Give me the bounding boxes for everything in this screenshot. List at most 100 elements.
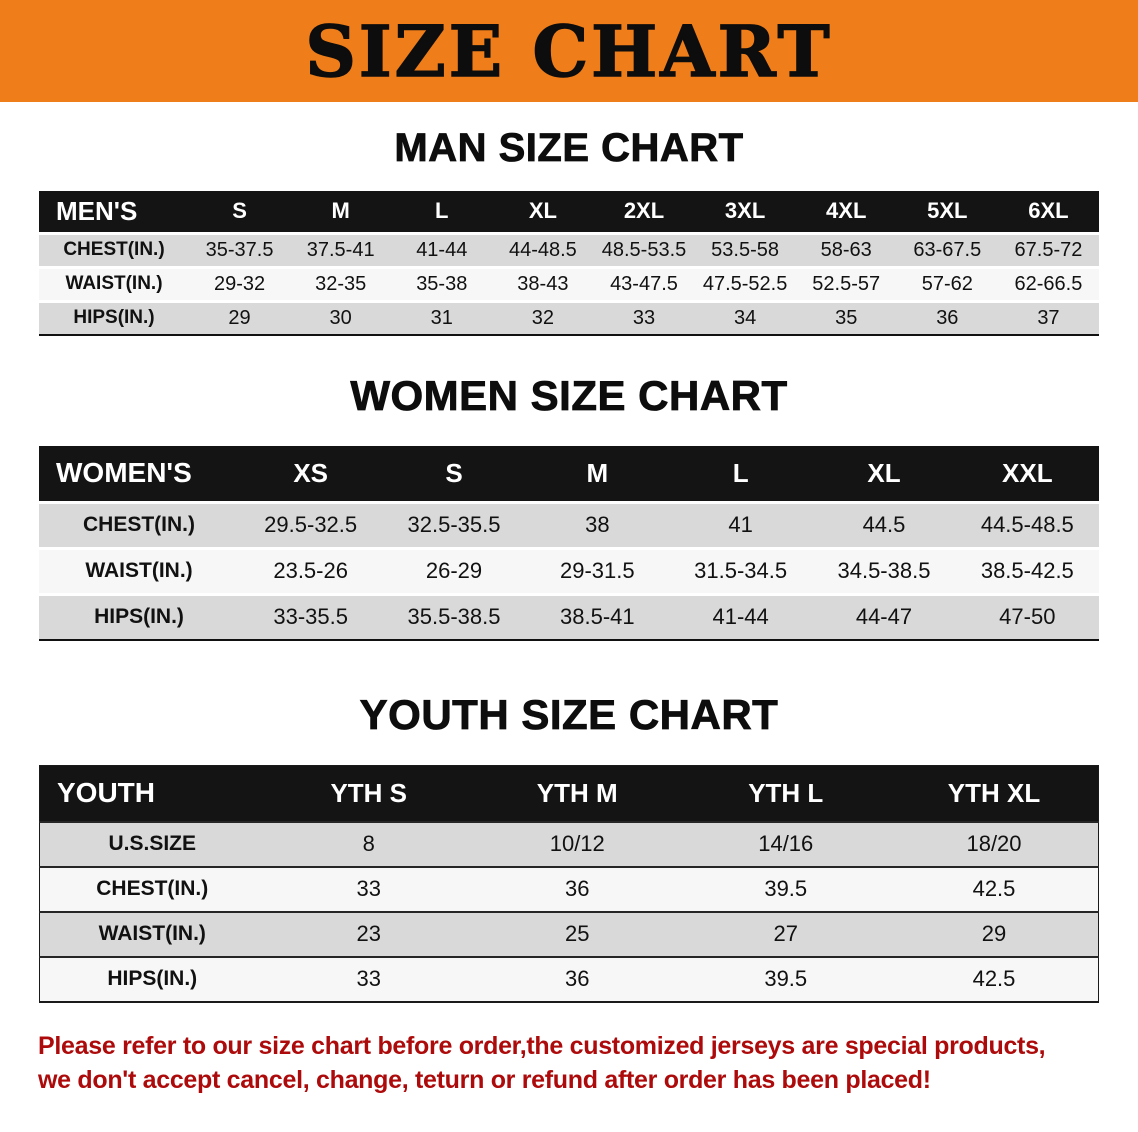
measurement-label: HIPS(IN.) [107, 967, 198, 990]
measurement-row: WAIST(IN.) 23 25 27 29 [39, 911, 1099, 957]
size-value-cell: 44-48.5 [508, 238, 577, 261]
size-value-cell: 48.5-53.5 [601, 238, 687, 261]
size-value-cell: 38.5-41 [560, 604, 635, 630]
measurement-label: WAIST(IN.) [85, 559, 193, 582]
size-column-header: XL [812, 446, 956, 502]
size-value-cell: 47.5-52.5 [702, 272, 788, 295]
measurement-label: HIPS(IN.) [94, 605, 184, 629]
size-value-cell: 58-63 [820, 238, 872, 261]
size-value-cell: 33 [632, 306, 656, 329]
size-value-cell: 53.5-58 [711, 238, 780, 261]
women-size-section: WOMEN SIZE CHART WOMEN'S XS S M L XL XXL CHEST(I… [0, 372, 1138, 641]
size-value-cell: 14/16 [758, 831, 814, 856]
size-value-cell: 27 [773, 921, 798, 946]
size-column-header: YTH M [473, 765, 682, 822]
measurement-row: CHEST(IN.) 33 36 39.5 42.5 [39, 866, 1099, 912]
youth-size-heading: YOUTH SIZE CHART [359, 691, 779, 739]
measurement-label: WAIST(IN.) [65, 273, 163, 294]
measurement-label: CHEST(IN.) [63, 239, 165, 260]
size-column-header: M [290, 191, 392, 233]
size-value-cell: 39.5 [764, 876, 808, 901]
size-column-header: L [391, 191, 493, 233]
size-chart-banner: SIZE CHART [0, 0, 1138, 102]
header-row: YOUTH YTH S YTH M YTH L YTH XL [39, 765, 1099, 822]
size-value-cell: 34.5-38.5 [837, 558, 931, 583]
youth-size-table: YOUTH YTH S YTH M YTH L YTH XL U.S.SIZE 8 10/12… [39, 765, 1099, 1003]
size-column-header: YTH XL [890, 765, 1099, 822]
size-column-header: M [525, 446, 669, 502]
size-value-cell: 43-47.5 [610, 272, 678, 295]
size-value-cell: 35 [835, 306, 858, 329]
size-value-cell: 44.5-48.5 [980, 512, 1074, 537]
size-value-cell: 31 [430, 306, 453, 329]
size-column-header: 4XL [795, 191, 897, 233]
youth-size-section: YOUTH SIZE CHART YOUTH YTH S YTH M YTH L YTH … [0, 691, 1138, 1003]
size-value-cell: 26-29 [425, 558, 483, 583]
size-value-cell: 36 [565, 876, 590, 901]
size-value-cell: 35-38 [416, 272, 468, 295]
size-value-cell: 67.5-72 [1014, 238, 1083, 261]
size-column-header: S [189, 191, 291, 233]
size-value-cell: 42.5 [972, 876, 1016, 901]
disclaimer: Please refer to our size chart before or… [38, 1029, 1118, 1098]
measurement-label: WAIST(IN.) [98, 922, 206, 945]
size-value-cell: 36 [565, 966, 590, 991]
size-value-cell: 33-35.5 [273, 604, 348, 630]
measurement-label: HIPS(IN.) [73, 307, 155, 329]
men-size-section: MAN SIZE CHART MEN'S S M L XL 2XL 3XL 4XL 5XL 6XL C… [0, 126, 1138, 336]
size-value-cell: 63-67.5 [913, 238, 982, 261]
size-chart-sections: MAN SIZE CHART MEN'S S M L XL 2XL 3XL 4XL 5XL 6XL C… [0, 126, 1138, 1003]
size-value-cell: 32 [531, 306, 554, 329]
women-size-heading: WOMEN SIZE CHART [350, 372, 788, 420]
size-value-cell: 31.5-34.5 [694, 558, 788, 583]
size-value-cell: 41 [728, 512, 753, 537]
size-value-cell: 29 [228, 306, 251, 329]
header-row: MEN'S S M L XL 2XL 3XL 4XL 5XL 6XL [39, 191, 1099, 233]
measurement-row: HIPS(IN.) 33 36 39.5 42.5 [39, 956, 1099, 1002]
size-value-cell: 39.5 [764, 966, 808, 991]
men-size-heading: MAN SIZE CHART [394, 126, 744, 171]
size-value-cell: 35.5-38.5 [407, 604, 501, 630]
measurement-row: HIPS(IN.) 29 30 31 32 33 34 35 36 37 [39, 301, 1099, 335]
size-column-header: YTH S [264, 765, 473, 822]
size-value-cell: 36 [936, 306, 959, 329]
size-value-cell: 29-31.5 [560, 558, 635, 583]
size-value-cell: 23.5-26 [273, 558, 348, 583]
size-value-cell: 38.5-42.5 [980, 558, 1074, 583]
table-corner-label: MEN'S [39, 191, 189, 233]
table-corner-label: YOUTH [39, 765, 265, 822]
size-value-cell: 25 [565, 921, 590, 946]
table-corner-label: WOMEN'S [39, 446, 239, 502]
size-value-cell: 42.5 [972, 966, 1016, 991]
size-value-cell: 10/12 [549, 831, 605, 856]
size-value-cell: 47-50 [999, 604, 1056, 630]
size-value-cell: 8 [362, 831, 375, 856]
size-column-header: 6XL [997, 191, 1099, 233]
measurement-row: HIPS(IN.) 33-35.5 35.5-38.5 38.5-41 41-44 44-… [39, 594, 1099, 640]
measurement-row: CHEST(IN.) 35-37.5 37.5-41 41-44 44-48.5 48.5… [39, 233, 1099, 267]
size-value-cell: 38 [585, 512, 610, 537]
size-value-cell: 34 [733, 306, 757, 329]
size-value-cell: 57-62 [921, 272, 973, 295]
size-column-header: L [668, 446, 813, 502]
size-value-cell: 44.5 [862, 512, 906, 537]
disclaimer-line-2: we don't accept cancel, change, teturn o… [38, 1066, 931, 1094]
measurement-row: WAIST(IN.) 29-32 32-35 35-38 38-43 43-47.5 47.… [39, 267, 1099, 301]
size-value-cell: 37 [1037, 306, 1060, 329]
measurement-row: WAIST(IN.) 23.5-26 26-29 29-31.5 31.5-34.5 34… [39, 548, 1099, 594]
size-value-cell: 33 [356, 966, 381, 991]
size-column-header: 3XL [694, 191, 796, 233]
measurement-label: CHEST(IN.) [96, 877, 209, 900]
women-size-table: WOMEN'S XS S M L XL XXL CHEST(IN.) 29.5-32.5 32.5… [39, 446, 1099, 641]
size-value-cell: 38-43 [517, 272, 569, 295]
size-value-cell: 62-66.5 [1014, 272, 1083, 295]
size-column-header: S [382, 446, 526, 502]
measurement-label: CHEST(IN.) [83, 513, 195, 536]
size-value-cell: 41-44 [416, 238, 468, 261]
size-value-cell: 29 [981, 921, 1007, 946]
size-value-cell: 33 [356, 876, 381, 901]
size-value-cell: 35-37.5 [205, 238, 274, 261]
size-value-cell: 18/20 [966, 831, 1022, 856]
men-size-table: MEN'S S M L XL 2XL 3XL 4XL 5XL 6XL CHEST(IN.) 35-37… [39, 191, 1099, 336]
banner-title: SIZE CHART [305, 9, 833, 94]
